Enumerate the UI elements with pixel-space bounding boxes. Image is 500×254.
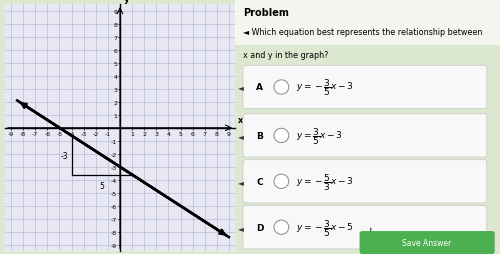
Text: D: D [256, 223, 264, 232]
Text: ◄: ◄ [238, 177, 244, 186]
Text: x and y in the graph?: x and y in the graph? [243, 51, 328, 60]
Text: ◄ Which equation best represents the relationship between: ◄ Which equation best represents the rel… [243, 28, 482, 37]
Circle shape [274, 174, 289, 189]
Circle shape [274, 81, 289, 95]
Text: ◄: ◄ [238, 131, 244, 140]
FancyBboxPatch shape [243, 114, 487, 157]
Circle shape [274, 220, 289, 234]
Text: -3: -3 [60, 151, 68, 160]
Text: $y = \dfrac{3}{5}x - 3$: $y = \dfrac{3}{5}x - 3$ [296, 125, 343, 146]
FancyBboxPatch shape [360, 231, 494, 254]
FancyBboxPatch shape [243, 160, 487, 203]
FancyBboxPatch shape [243, 206, 487, 249]
Text: 5: 5 [100, 181, 104, 190]
Text: $y = -\dfrac{5}{3}x - 3$: $y = -\dfrac{5}{3}x - 3$ [296, 171, 354, 192]
Text: C: C [256, 177, 263, 186]
Text: Problem: Problem [243, 8, 289, 18]
FancyBboxPatch shape [235, 0, 500, 46]
Text: y: y [124, 0, 129, 4]
Circle shape [274, 129, 289, 143]
FancyBboxPatch shape [243, 66, 487, 109]
Text: A: A [256, 83, 263, 92]
Text: $y = -\dfrac{3}{5}x - 3$: $y = -\dfrac{3}{5}x - 3$ [296, 77, 354, 98]
Text: ◄: ◄ [238, 83, 244, 92]
Text: $y = -\dfrac{3}{5}x - 5$: $y = -\dfrac{3}{5}x - 5$ [296, 217, 354, 238]
Text: x: x [238, 115, 243, 124]
Text: ↳: ↳ [368, 227, 378, 237]
Text: ◄: ◄ [238, 223, 244, 232]
Text: B: B [256, 131, 263, 140]
Text: Save Answer: Save Answer [402, 238, 452, 247]
